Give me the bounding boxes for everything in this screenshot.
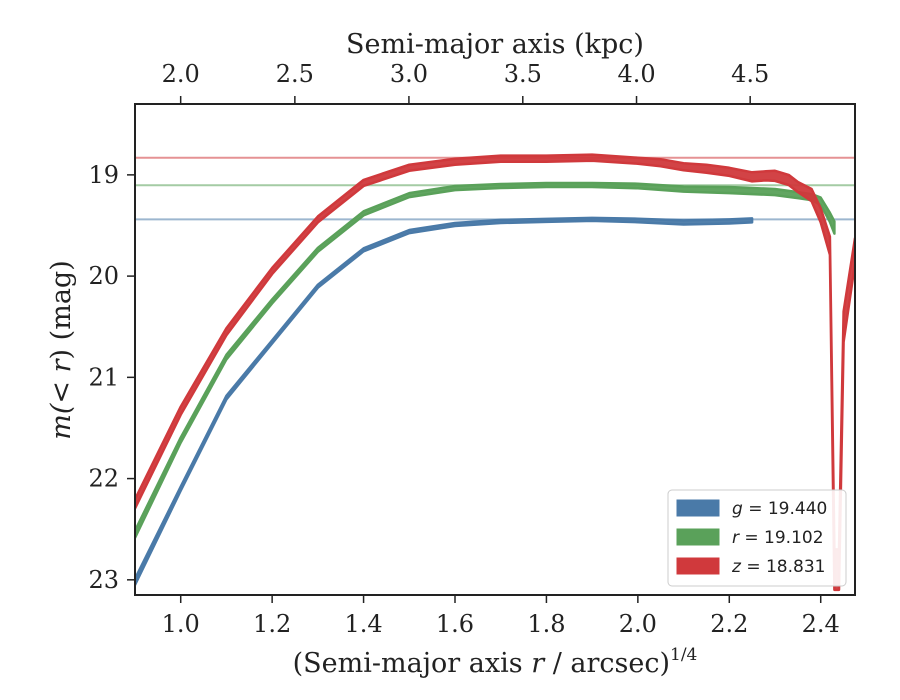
y-tick-label: 22 <box>88 465 119 493</box>
y-tick-label: 19 <box>88 161 119 189</box>
legend-swatch-g <box>676 499 720 517</box>
y-tick-label: 23 <box>88 566 119 594</box>
x2-tick-label: 3.5 <box>504 60 542 88</box>
x2-tick-label: 2.0 <box>162 60 200 88</box>
plot-frame <box>134 103 856 596</box>
legend-band-name: r <box>732 528 740 548</box>
legend-band-name: g <box>732 499 743 519</box>
x-axis-title-var: r <box>531 648 546 679</box>
legend-band-value: = 19.102 <box>739 528 824 548</box>
legend-label-g: g = 19.440 <box>732 499 827 519</box>
legend-label-r: r = 19.102 <box>732 528 824 548</box>
y-tick-label: 21 <box>88 363 119 391</box>
x2-tick-label: 4.5 <box>731 60 769 88</box>
legend-band-value: = 19.440 <box>743 499 828 519</box>
legend-band-value: = 18.831 <box>741 557 826 577</box>
legend-swatch-r <box>676 528 720 546</box>
x-tick-label: 1.0 <box>162 610 200 638</box>
x-tick-label: 2.0 <box>619 610 657 638</box>
y-axis-title: m(< r) (mag) <box>46 260 77 439</box>
band-g <box>135 216 754 587</box>
x-axis-title-sup: 1/4 <box>670 645 697 665</box>
plot-layer <box>135 153 855 592</box>
x-tick-label: 1.4 <box>344 610 382 638</box>
legend-label-z: z = 18.831 <box>731 557 825 577</box>
x-axis-title-rest: / arcsec) <box>544 648 670 679</box>
legend-swatch-z <box>676 557 720 575</box>
x-axis-title: (Semi-major axis r / arcsec)1/4 <box>293 645 698 679</box>
band-r <box>135 181 836 540</box>
series-group <box>135 153 855 592</box>
y-axis-title-rest: ) (mag) <box>46 260 77 359</box>
band-z <box>135 153 855 592</box>
x-tick-label: 2.4 <box>802 610 840 638</box>
x2-tick-label: 3.0 <box>390 60 428 88</box>
x-tick-label: 1.8 <box>527 610 565 638</box>
y-axis-title-paren: (< <box>46 372 77 414</box>
x-tick-label: 1.6 <box>436 610 474 638</box>
y-axis-title-var: r <box>46 357 77 372</box>
x2-tick-label: 4.0 <box>617 60 655 88</box>
x-axis-title-main: (Semi-major axis <box>293 648 532 679</box>
x2-axis-title: Semi-major axis (kpc) <box>346 29 644 60</box>
x-tick-label: 1.2 <box>253 610 291 638</box>
x2-tick-label: 2.5 <box>276 60 314 88</box>
legend-band-name: z <box>731 557 742 577</box>
y-tick-label: 20 <box>88 262 119 290</box>
x-tick-label: 2.2 <box>710 610 748 638</box>
axes-layer: 1.0 1.2 1.4 1.6 1.8 2.0 2.2 2.4 2.0 2.5 3.0 3.5 4.0 4… <box>88 60 839 638</box>
y-axis-title-main: m <box>46 414 77 440</box>
